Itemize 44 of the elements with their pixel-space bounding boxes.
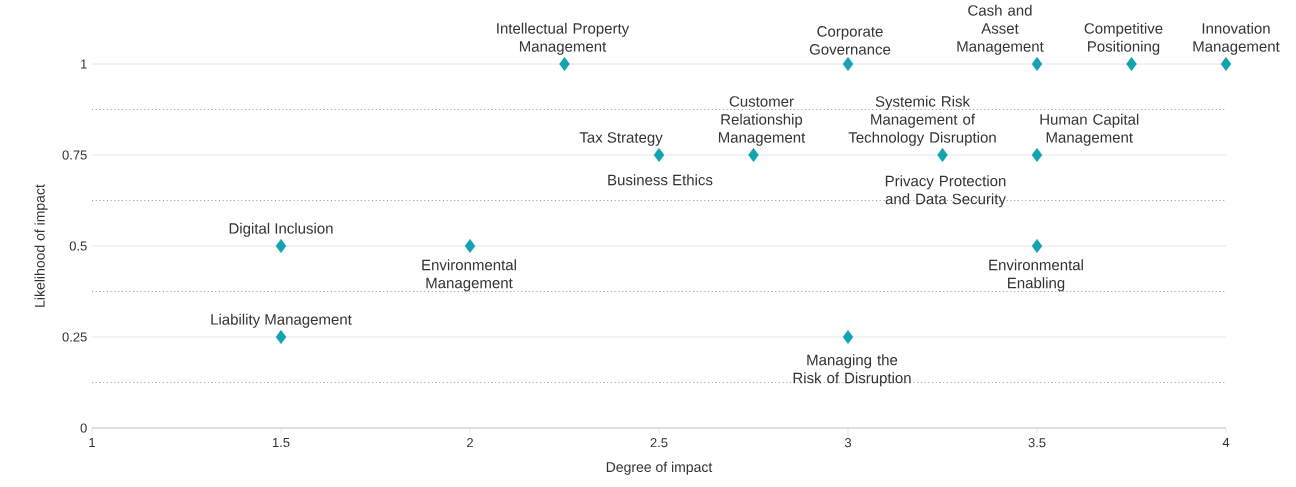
point: [653, 148, 665, 162]
y-axis-title: Likelihood of impact: [34, 184, 48, 307]
y-tick-label: 0.75: [62, 150, 87, 160]
point: [1031, 239, 1043, 253]
point: [748, 148, 759, 162]
point: [1031, 148, 1043, 162]
x-tick-label: 2.5: [650, 438, 668, 448]
annotation: Business Ethics: [608, 174, 713, 186]
x-tick-label: 1.5: [272, 438, 290, 448]
x-tick-label: 3.5: [1028, 438, 1046, 448]
annotation: Environmental Management: [422, 259, 516, 292]
point: [937, 148, 948, 162]
annotation: Innovation Management: [1193, 22, 1280, 55]
point: [842, 330, 854, 344]
point: [1220, 57, 1232, 71]
annotation: Environmental Enabling: [989, 259, 1083, 292]
x-tick-label: 4: [1222, 438, 1230, 447]
annotation: Tax Strategy: [579, 132, 663, 146]
annotation: Systemic Risk Management of Technology Disruption: [848, 95, 996, 146]
annotation: Human Capital Management: [1040, 113, 1139, 146]
annotation: Corporate Governance: [809, 26, 891, 55]
point: [559, 57, 570, 71]
annotation: Digital Inclusion: [229, 222, 333, 237]
point: [464, 239, 476, 253]
y-tick-label: 0.5: [69, 241, 87, 251]
y-tick-label: 1: [81, 59, 87, 69]
x-axis-title: Degree of impact: [606, 461, 713, 475]
annotation: Customer Relationship Management: [718, 96, 806, 146]
annotation: Privacy Protection and Data Security: [885, 175, 1006, 208]
annotation: Competitive Positioning: [1084, 22, 1163, 55]
annotation: Intellectual Property Management: [497, 22, 630, 55]
point: [275, 330, 287, 344]
point: [1031, 57, 1043, 71]
y-tick-label: 0.25: [62, 332, 87, 342]
x-tick-label: 1: [89, 438, 95, 447]
x-tick-label: 2: [467, 438, 473, 448]
annotation: Cash and Asset Management: [957, 4, 1044, 55]
y-tick-label: 0: [80, 423, 87, 433]
annotation: Managing the Risk of Disruption: [793, 354, 911, 387]
point: [842, 57, 854, 71]
point: [1126, 57, 1137, 71]
annotation: Liability Management: [211, 313, 352, 328]
point: [275, 239, 287, 253]
x-tick-label: 3: [844, 438, 852, 448]
